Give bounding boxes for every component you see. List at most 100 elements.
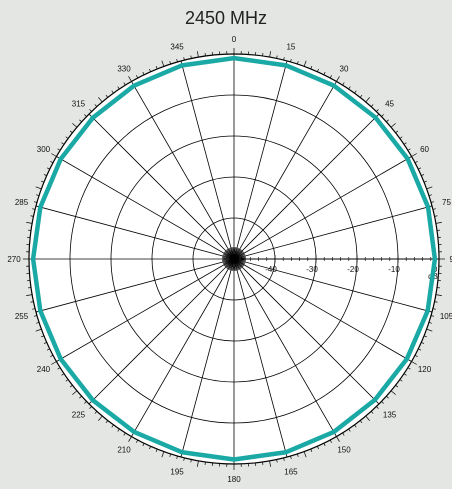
center-spoke-340 [229, 247, 235, 260]
outer-tick-330 [128, 76, 132, 82]
outer-tick-236 [61, 373, 65, 376]
outer-tick-198 [169, 453, 171, 457]
outer-tick-78 [434, 215, 438, 217]
outer-tick-324 [111, 90, 114, 94]
center-spoke-205 [228, 258, 235, 271]
outer-tick-20 [303, 60, 307, 67]
outer-tick-102 [434, 301, 438, 303]
outer-tick-304 [61, 142, 65, 145]
outer-tick-46 [381, 114, 384, 117]
outer-tick-290 [35, 186, 42, 190]
center-spoke-280 [222, 256, 235, 260]
outer-tick-342 [169, 61, 171, 65]
center-spoke-145 [233, 258, 242, 270]
angle-label-330: 330 [117, 64, 131, 73]
spoke-195 [180, 258, 235, 458]
angle-label-105: 105 [440, 312, 452, 321]
angle-label-120: 120 [418, 365, 432, 374]
angle-label-240: 240 [37, 365, 51, 374]
outer-tick-70 [426, 186, 433, 190]
outer-tick-10 [269, 51, 271, 58]
spoke-150 [233, 258, 337, 437]
outer-tick-194 [183, 457, 185, 461]
outer-tick-148 [342, 432, 345, 436]
outer-tick-30 [336, 76, 340, 82]
outer-tick-294 [43, 174, 47, 176]
outer-tick-246 [43, 342, 47, 344]
outer-tick-292 [41, 180, 45, 183]
outer-tick-116 [418, 348, 422, 351]
outer-tick-44 [376, 109, 379, 112]
outer-tick-296 [46, 167, 50, 170]
spoke-15 [233, 60, 288, 260]
outer-tick-156 [317, 446, 319, 450]
outer-tick-214 [117, 428, 120, 432]
center-spoke-295 [222, 253, 235, 260]
outer-tick-218 [105, 420, 109, 424]
outer-tick-118 [414, 354, 418, 357]
outer-tick-300 [51, 153, 57, 157]
outer-tick-348 [190, 55, 192, 59]
outer-tick-298 [50, 161, 54, 164]
outer-tick-204 [149, 446, 151, 450]
spoke-210 [131, 258, 235, 437]
center-spoke-115 [233, 258, 246, 265]
outer-tick-322 [105, 94, 109, 98]
outer-tick-318 [94, 104, 98, 107]
center-spoke-55 [233, 251, 245, 260]
outer-tick-200 [161, 451, 165, 458]
outer-tick-68 [423, 180, 427, 183]
outer-tick-146 [348, 428, 351, 432]
outer-tick-112 [423, 335, 427, 338]
outer-tick-310 [72, 123, 78, 128]
radial-tick-label--40: -40 [265, 265, 277, 274]
outer-tick-164 [290, 455, 292, 460]
outer-tick-158 [310, 448, 313, 452]
angle-label-15: 15 [286, 42, 295, 51]
outer-tick-26 [323, 71, 326, 75]
angle-labels: 0 15 30 45 60 75 90 105 120 135 150 165 180 195 210 225… [7, 35, 452, 484]
angle-label-300: 300 [37, 145, 51, 154]
spoke-120 [233, 258, 412, 362]
angle-label-270: 270 [7, 255, 21, 264]
outer-tick-22 [310, 66, 313, 70]
outer-tick-50 [390, 123, 396, 128]
outer-tick-244 [46, 348, 50, 351]
spoke-315 [88, 113, 235, 260]
outer-tick-38 [359, 94, 363, 98]
angle-label-225: 225 [72, 411, 86, 420]
outer-tick-328 [123, 82, 126, 86]
spoke-105 [233, 258, 433, 313]
center-spoke-190 [231, 258, 235, 271]
outer-tick-126 [399, 379, 403, 382]
series-layer [30, 55, 438, 462]
angle-label-0: 0 [232, 35, 237, 44]
outer-tick-12 [276, 55, 278, 59]
angle-label-45: 45 [385, 99, 394, 108]
outer-tick-128 [395, 384, 399, 388]
outer-tick-326 [117, 86, 120, 90]
outer-tick-286 [33, 201, 38, 203]
outer-tick-288 [36, 194, 40, 196]
center-spoke-235 [223, 258, 235, 267]
angle-label-210: 210 [117, 446, 131, 455]
outer-tick-106 [430, 315, 435, 317]
center-spoke-10 [233, 247, 237, 260]
outer-tick-302 [57, 148, 61, 151]
spoke-30 [233, 81, 337, 260]
outer-tick-16 [290, 58, 292, 63]
outer-tick-80 [435, 222, 442, 224]
spoke-240 [56, 258, 235, 362]
outer-tick-336 [149, 68, 151, 72]
outer-tick-206 [142, 443, 145, 447]
outer-tick-154 [323, 443, 326, 447]
outer-tick-284 [32, 208, 36, 210]
outer-tick-124 [403, 373, 407, 376]
spoke-255 [35, 258, 235, 313]
spoke-75 [233, 205, 433, 260]
outer-tick-108 [428, 322, 432, 324]
outer-tick-36 [354, 90, 357, 94]
outer-tick-312 [79, 119, 82, 123]
outer-tick-162 [297, 453, 299, 457]
outer-tick-340 [161, 60, 165, 67]
